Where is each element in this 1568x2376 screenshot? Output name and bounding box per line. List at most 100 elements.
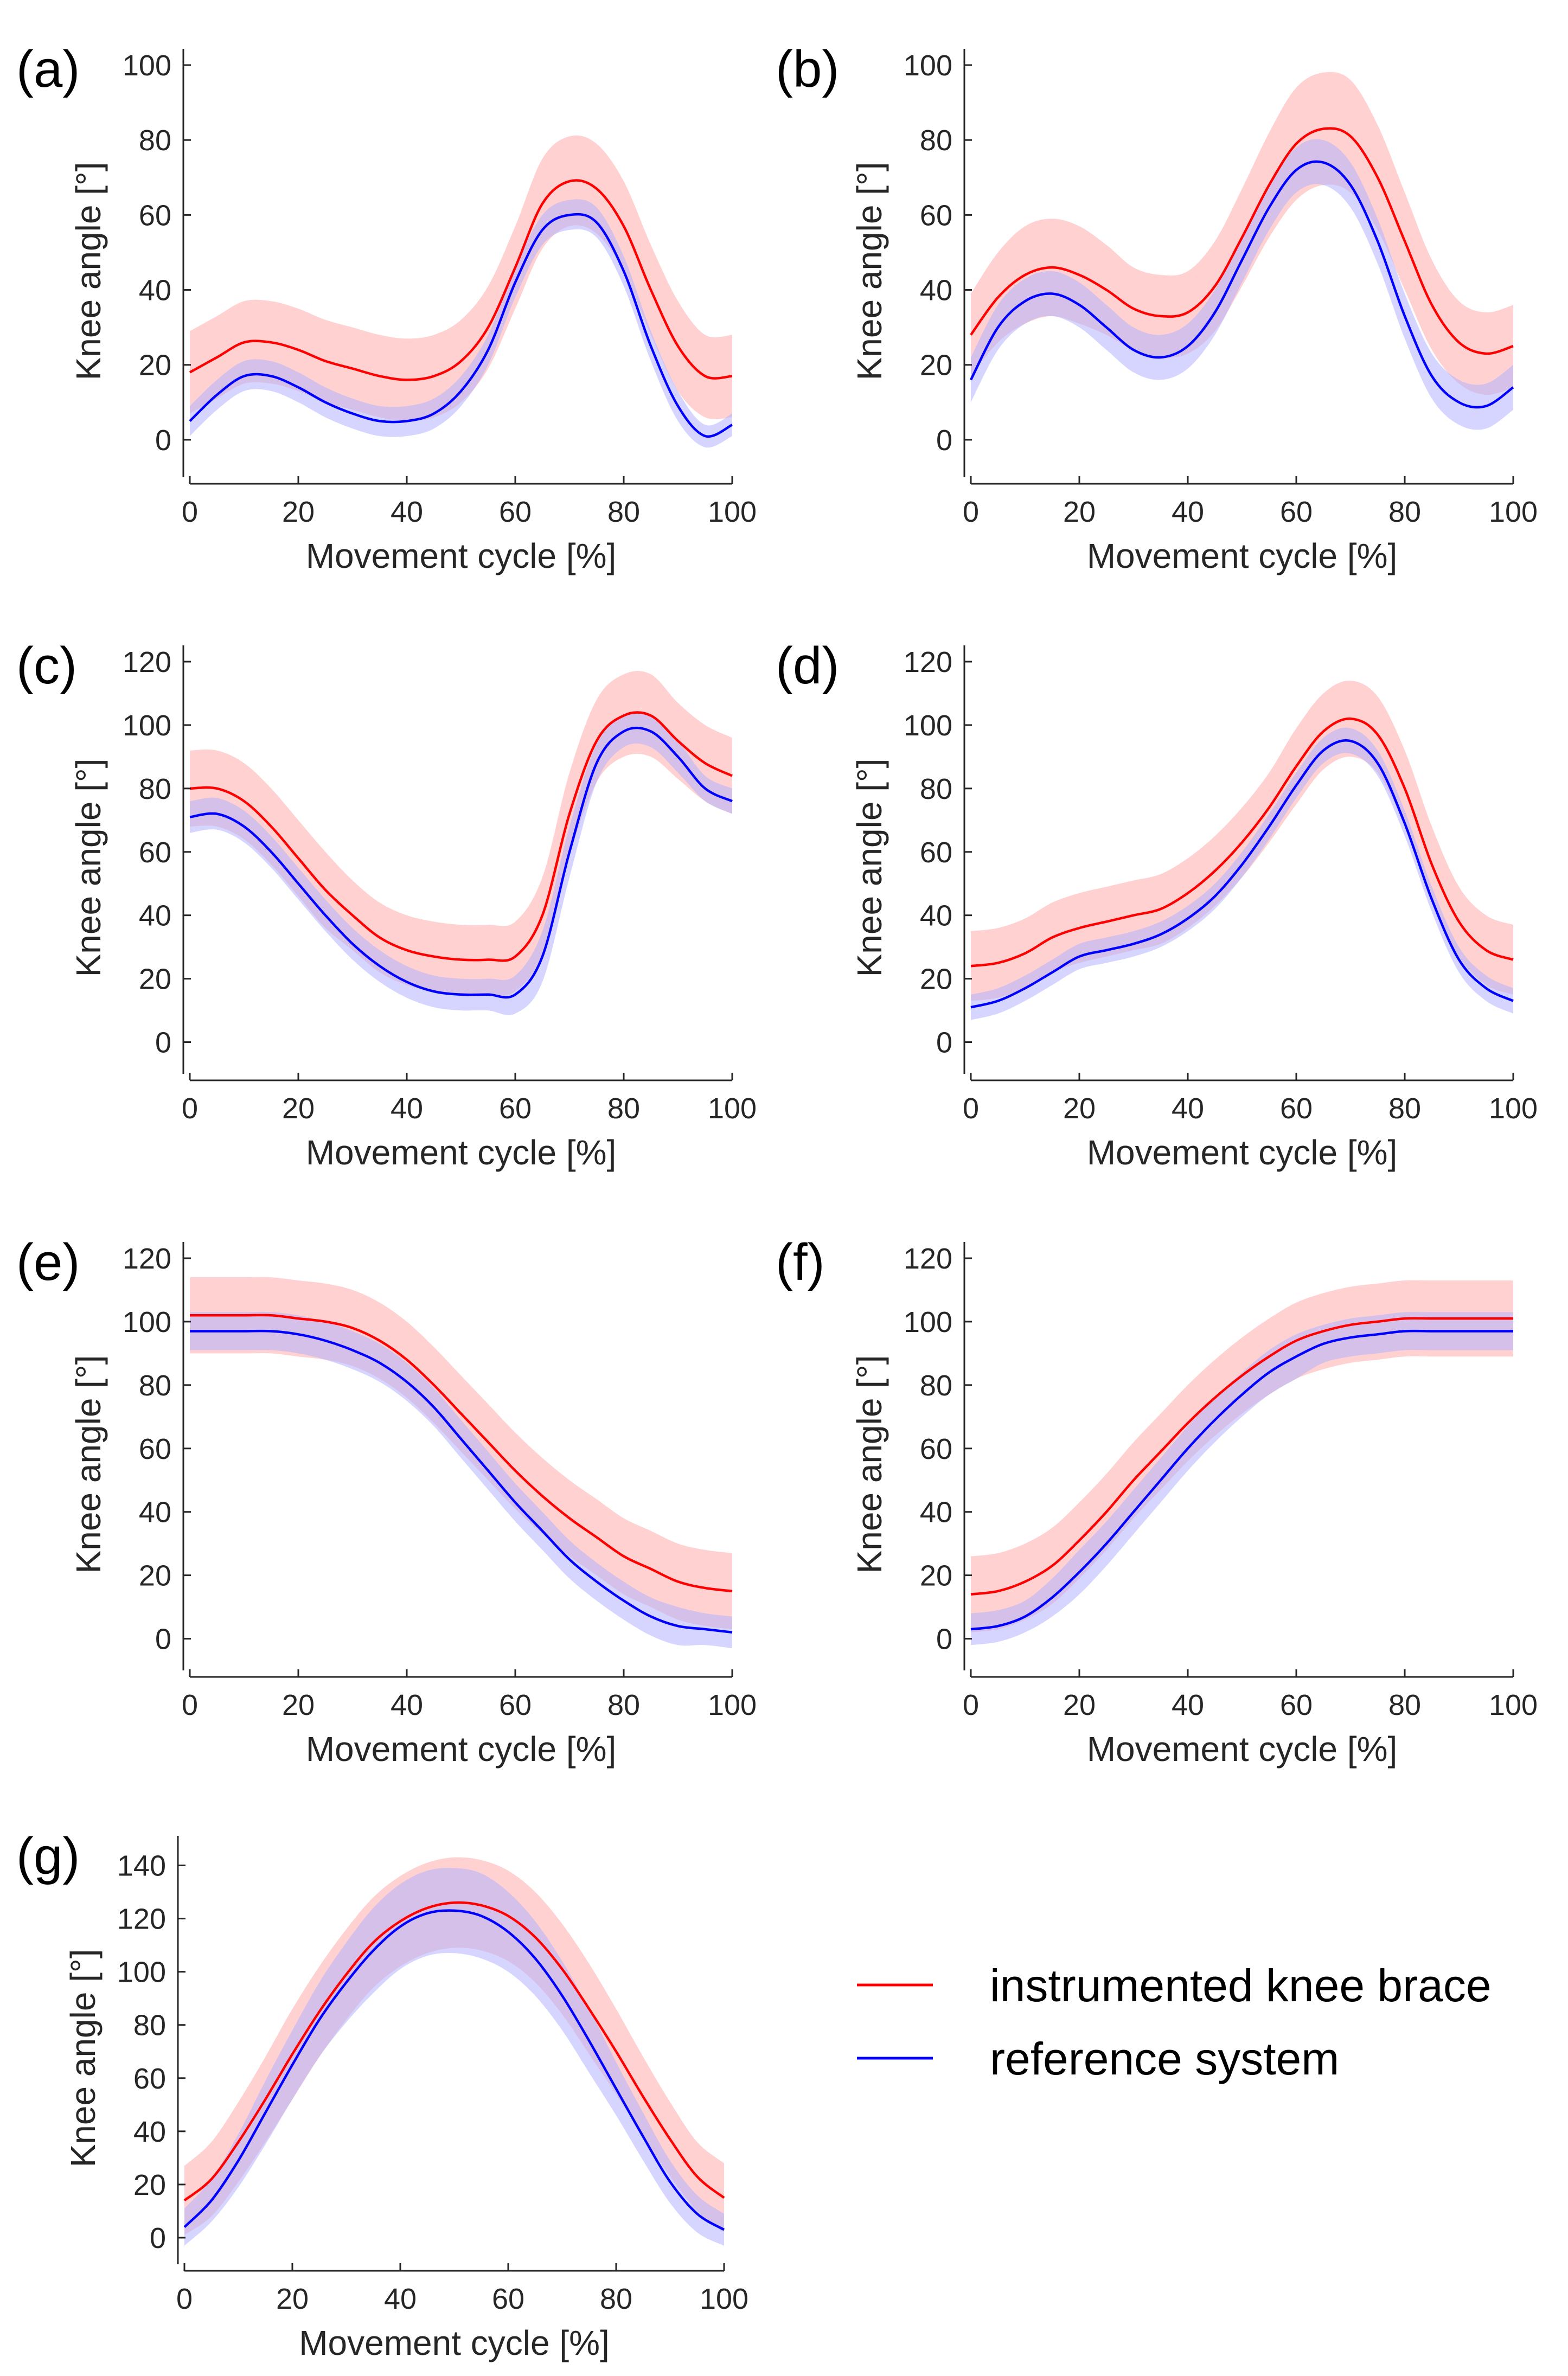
x-axis-title: Movement cycle [%]	[306, 1730, 617, 1769]
x-tick-label: 60	[1280, 1092, 1313, 1125]
panel-label: (f)	[776, 1233, 825, 1291]
y-tick-label: 60	[920, 1433, 952, 1465]
x-tick-label: 20	[1063, 1689, 1096, 1721]
y-tick-label: 20	[920, 349, 952, 382]
x-tick-label: 0	[963, 1092, 979, 1125]
x-axis-title: Movement cycle [%]	[1087, 1133, 1398, 1172]
x-tick-label: 0	[176, 2283, 193, 2315]
y-axis-title: Knee angle [°]	[850, 162, 889, 381]
x-tick-label: 60	[499, 496, 532, 528]
y-tick-label: 80	[139, 773, 171, 805]
x-tick-label: 100	[708, 1689, 757, 1721]
panel-b: 0 20 40 60 80 100 0 20 40 60 80 100 Movement cycle […	[776, 40, 1538, 575]
x-tick-label: 40	[391, 1689, 423, 1721]
x-axis-title: Movement cycle [%]	[1087, 1730, 1398, 1769]
x-tick-label: 0	[182, 496, 198, 528]
y-tick-label: 60	[139, 836, 171, 869]
x-axis-title: Movement cycle [%]	[1087, 536, 1398, 575]
y-axis-title: Knee angle [°]	[63, 1949, 103, 2168]
x-tick-label: 40	[384, 2283, 417, 2315]
x-tick-label: 0	[963, 1689, 979, 1721]
x-tick-label: 100	[708, 496, 757, 528]
x-tick-label: 20	[276, 2283, 309, 2315]
x-tick-label: 100	[1489, 1689, 1538, 1721]
sd-band-instrumented	[190, 1277, 732, 1629]
y-tick-label: 0	[155, 424, 171, 457]
y-tick-label: 100	[117, 1956, 166, 1989]
panel-label: (d)	[776, 637, 839, 695]
x-tick-label: 20	[1063, 496, 1096, 528]
x-tick-label: 80	[607, 496, 640, 528]
series-line-instrumented	[189, 711, 733, 962]
y-axis-title: Knee angle [°]	[850, 759, 889, 977]
series-line-instrumented	[970, 1317, 1513, 1596]
x-tick-label: 20	[1063, 1092, 1096, 1125]
y-axis-title: Knee angle [°]	[69, 162, 108, 381]
chart-panels: 0 20 40 60 80 100 0 20 40 60 80 100 Movement cycle […	[16, 40, 1538, 2362]
sd-band-reference	[184, 1868, 724, 2246]
legend-label-reference: reference system	[990, 2033, 1339, 2084]
x-tick-label: 20	[282, 496, 315, 528]
x-tick-label: 80	[1388, 1689, 1421, 1721]
x-tick-label: 80	[1388, 1092, 1421, 1125]
series-line-instrumented	[190, 1314, 733, 1593]
y-tick-label: 40	[139, 1496, 171, 1529]
y-tick-label: 120	[123, 646, 171, 678]
legend-label-instrumented: instrumented knee brace	[990, 1960, 1492, 2011]
y-tick-label: 100	[904, 49, 952, 82]
y-tick-label: 20	[139, 349, 171, 382]
x-tick-label: 60	[1280, 496, 1313, 528]
y-tick-label: 0	[936, 1027, 952, 1059]
y-axis-title: Knee angle [°]	[69, 1355, 108, 1574]
y-tick-label: 40	[920, 900, 952, 932]
x-tick-label: 0	[182, 1092, 198, 1125]
y-tick-label: 0	[150, 2222, 166, 2255]
x-tick-label: 80	[607, 1092, 640, 1125]
y-tick-label: 100	[904, 1306, 952, 1338]
y-tick-label: 60	[920, 199, 952, 232]
panel-d: 0 20 40 60 80 100 120 0 20 40 60 80 100 Movement cycl…	[776, 637, 1538, 1172]
x-tick-label: 100	[700, 2283, 748, 2315]
panel-label: (c)	[16, 637, 77, 695]
x-axis-title: Movement cycle [%]	[299, 2323, 610, 2362]
x-tick-label: 0	[963, 496, 979, 528]
y-tick-label: 40	[133, 2116, 166, 2148]
sd-band-reference	[190, 199, 732, 448]
panel-c: 0 20 40 60 80 100 120 0 20 40 60 80 100 Movement cycl…	[16, 637, 757, 1172]
x-tick-label: 80	[600, 2283, 632, 2315]
series-line-instrumented	[970, 717, 1514, 968]
sd-band-reference	[971, 727, 1513, 1020]
y-tick-label: 0	[155, 1027, 171, 1059]
sd-band-reference	[971, 139, 1513, 430]
series-line-reference	[189, 1329, 733, 1634]
y-tick-label: 120	[123, 1243, 171, 1275]
y-tick-label: 40	[139, 900, 171, 932]
x-tick-label: 20	[282, 1092, 315, 1125]
y-tick-label: 120	[117, 1903, 166, 1936]
x-tick-label: 60	[499, 1092, 532, 1125]
x-tick-label: 100	[1489, 1092, 1538, 1125]
x-tick-label: 60	[492, 2283, 524, 2315]
y-tick-label: 80	[920, 124, 952, 157]
y-tick-label: 120	[904, 1243, 952, 1275]
y-tick-label: 80	[920, 1369, 952, 1402]
sd-band-reference	[190, 1311, 732, 1649]
y-tick-label: 0	[936, 424, 952, 457]
y-tick-label: 60	[133, 2063, 166, 2095]
y-tick-label: 20	[920, 1560, 952, 1592]
series-line-instrumented	[183, 1901, 725, 2202]
sd-band-reference	[971, 1311, 1513, 1645]
x-tick-label: 40	[391, 1092, 423, 1125]
y-tick-label: 20	[133, 2169, 166, 2201]
y-tick-label: 40	[920, 1496, 952, 1529]
y-tick-label: 140	[117, 1850, 166, 1882]
y-tick-label: 0	[155, 1623, 171, 1656]
y-tick-label: 20	[139, 963, 171, 996]
y-tick-label: 100	[123, 1306, 171, 1338]
y-tick-label: 40	[139, 274, 171, 307]
x-tick-label: 40	[1172, 496, 1204, 528]
y-tick-label: 80	[139, 1369, 171, 1402]
y-tick-label: 20	[139, 1560, 171, 1592]
y-tick-label: 60	[139, 199, 171, 232]
